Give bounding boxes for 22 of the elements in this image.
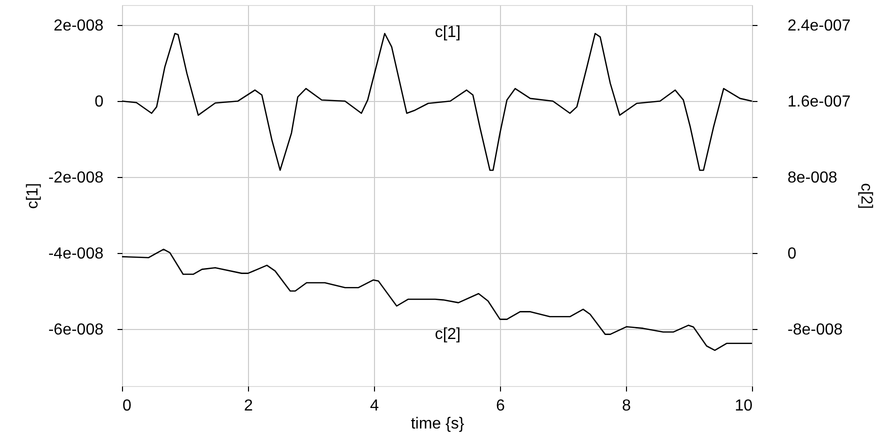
y2-tick-label: 8e-008 xyxy=(788,169,838,186)
y-tick-label: 0 xyxy=(94,94,104,111)
text: c[1] xyxy=(434,24,461,41)
y2-tick-label: 2.4e-007 xyxy=(788,17,851,34)
x-tick-label: 6 xyxy=(496,398,506,414)
y-tick-label: -6e-008 xyxy=(48,322,104,339)
series-label: c[2] xyxy=(434,326,461,343)
y2-axis-title: c[2] xyxy=(858,183,875,209)
y2-tick-label: 1.6e-007 xyxy=(788,93,851,110)
x-axis-title: time {s} xyxy=(410,416,465,432)
x-tick-label: 8 xyxy=(622,398,632,414)
x-tick-label: 10 xyxy=(734,398,753,414)
line-series xyxy=(121,248,753,351)
y2-tick-label: 0 xyxy=(788,245,796,262)
y-tick-label: -4e-008 xyxy=(48,246,104,263)
y-axis-title: c[1] xyxy=(24,183,42,209)
y2-tick-label: -8e-008 xyxy=(788,321,843,338)
y-tick-label: 2e-008 xyxy=(54,18,104,35)
x-tick-label: 0 xyxy=(122,398,132,414)
x-tick-label: 4 xyxy=(370,398,380,414)
y-tick-label: -2e-008 xyxy=(48,170,104,187)
x-tick-label: 2 xyxy=(244,398,254,414)
